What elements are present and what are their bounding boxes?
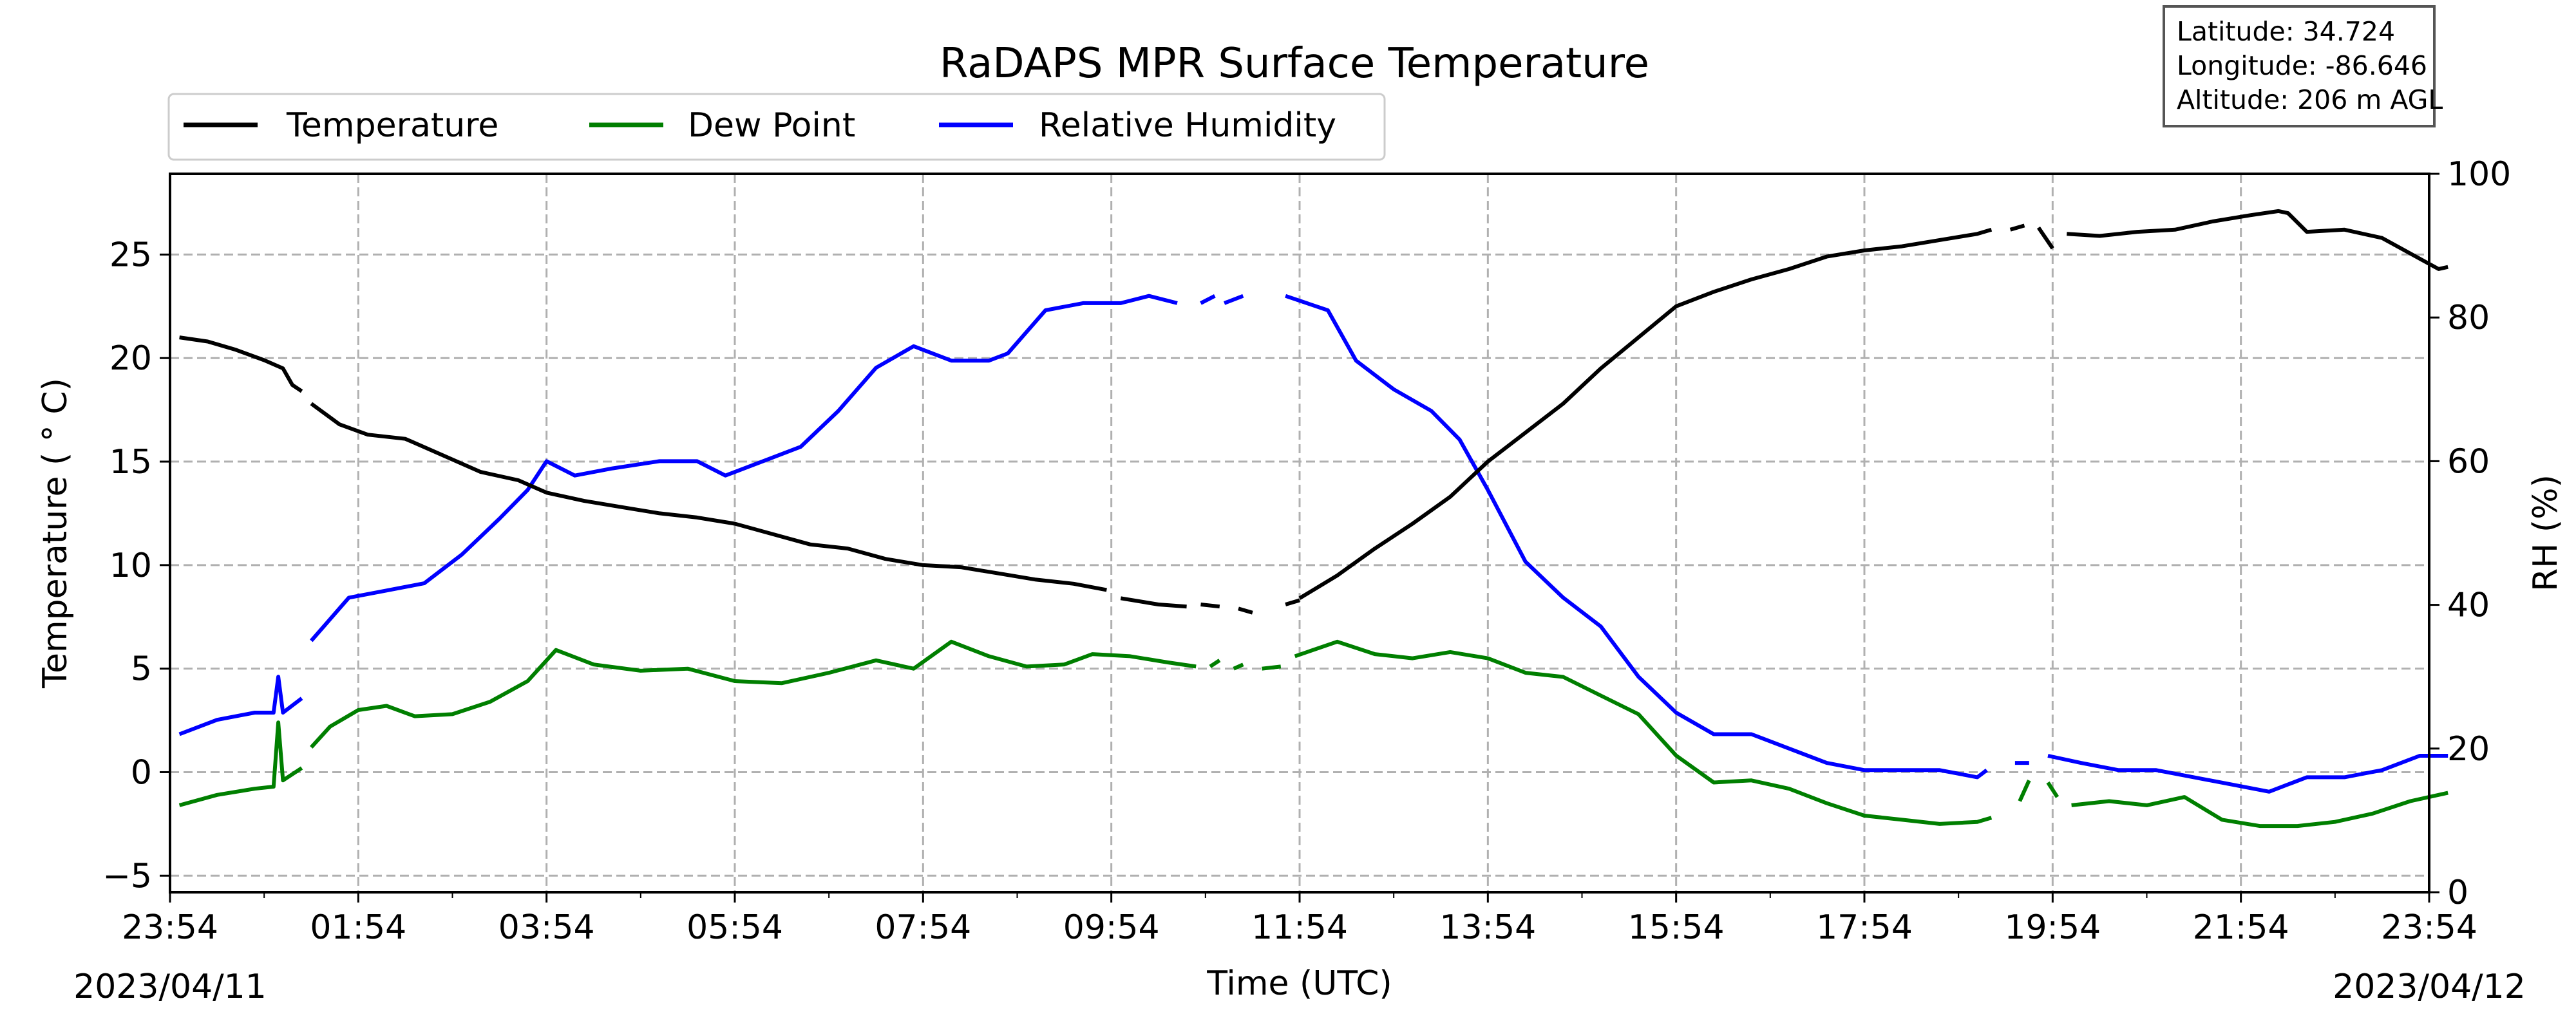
x-tick-label: 11:54	[1251, 908, 1348, 947]
legend-label-dew-point: Dew Point	[688, 106, 855, 145]
series-line-temperature-4	[1238, 606, 1253, 615]
series-line-temperature-0	[179, 335, 303, 393]
x-tick-label: 13:54	[1439, 908, 1536, 947]
x-axis: 23:54 01:54 03:54 05:54 07:54 09:54 11:54 13:54…	[122, 892, 2477, 947]
x-tick-label: 07:54	[875, 908, 971, 947]
series-line-dew-point-3	[1233, 662, 1244, 671]
series-line-temperature-6	[1298, 227, 1993, 600]
info-altitude: Altitude: 206 m AGL	[2177, 84, 2443, 115]
x-tick-label: 01:54	[310, 908, 406, 947]
info-latitude: Latitude: 34.724	[2177, 16, 2395, 47]
y-left-tick-label: −5	[102, 857, 152, 895]
x-tick-label: 21:54	[2193, 908, 2289, 947]
date-start-label: 2023/04/11	[73, 968, 267, 1006]
y-left-tick-label: 10	[109, 547, 152, 585]
y-left-tick-label: 0	[131, 753, 152, 792]
series-line-temperature-7	[2009, 223, 2025, 232]
grid	[170, 174, 2429, 892]
series-line-temperature-1	[310, 402, 1107, 592]
y-right-tick-label: 20	[2447, 730, 2490, 769]
x-tick-label: 03:54	[498, 908, 595, 947]
legend: Temperature Dew Point Relative Humidity	[167, 93, 1386, 161]
y-right-tick-label: 0	[2447, 874, 2468, 912]
y-left-tick-label: 5	[131, 650, 152, 689]
y-axis-right: 0 20 40 60 80 100	[2429, 155, 2511, 912]
date-end-label: 2023/04/12	[2333, 968, 2526, 1006]
y-right-tick-label: 100	[2447, 155, 2511, 194]
x-tick-label: 05:54	[687, 908, 783, 947]
y-right-tick-label: 40	[2447, 586, 2490, 625]
plot-lines	[178, 209, 2448, 829]
series-line-relative-humidity-2	[1200, 294, 1216, 305]
series-line-dew-point-8	[2071, 791, 2448, 829]
info-box-frame	[2163, 5, 2436, 127]
y-right-tick-label: 60	[2447, 442, 2490, 481]
x-tick-label: 23:54	[122, 908, 218, 947]
x-tick-label: 19:54	[2004, 908, 2101, 947]
x-tick-label: 15:54	[1628, 908, 1725, 947]
x-tick-label: 23:54	[2381, 908, 2477, 947]
series-line-temperature-8	[2036, 226, 2054, 250]
y-axis-right-label: RH (%)	[2526, 474, 2565, 592]
series-line-dew-point-0	[178, 720, 303, 807]
series-line-temperature-3	[1200, 603, 1220, 609]
x-axis-label: Time (UTC)	[1206, 964, 1392, 1003]
location-info-box: Latitude: 34.724 Longitude: -86.646 Alti…	[2163, 5, 2443, 127]
series-line-relative-humidity-6	[2047, 754, 2448, 794]
legend-label-relative-humidity: Relative Humidity	[1039, 106, 1336, 145]
legend-label-temperature: Temperature	[286, 106, 498, 145]
series-line-dew-point-5	[1294, 639, 1993, 826]
series-line-relative-humidity-0	[178, 675, 303, 736]
series-line-temperature-2	[1120, 596, 1187, 609]
chart-title: RaDAPS MPR Surface Temperature	[940, 40, 1649, 88]
x-tick-label: 17:54	[1816, 908, 1913, 947]
series-line-dew-point-2	[1209, 659, 1221, 668]
series-line-temperature-5	[1285, 598, 1300, 606]
series-line-dew-point-6	[2018, 780, 2031, 802]
series-line-relative-humidity-4	[1285, 294, 1988, 780]
y-axis-left: −5 0 5 10 15 20 25	[102, 236, 170, 895]
legend-frame	[167, 93, 1386, 161]
y-right-tick-label: 80	[2447, 299, 2490, 337]
info-longitude: Longitude: -86.646	[2177, 50, 2427, 81]
series-line-dew-point-1	[310, 639, 1197, 749]
series-line-dew-point-7	[2046, 781, 2060, 798]
x-tick-label: 09:54	[1063, 908, 1160, 947]
y-left-tick-label: 15	[109, 443, 152, 482]
series-line-relative-humidity-3	[1224, 294, 1244, 305]
series-line-temperature-9	[2067, 209, 2448, 271]
y-axis-left-label: Temperature ( ° C)	[36, 378, 75, 689]
y-left-tick-label: 20	[109, 339, 152, 378]
y-left-tick-label: 25	[109, 236, 152, 274]
series-line-relative-humidity-1	[310, 294, 1178, 642]
series-line-dew-point-4	[1262, 664, 1282, 671]
